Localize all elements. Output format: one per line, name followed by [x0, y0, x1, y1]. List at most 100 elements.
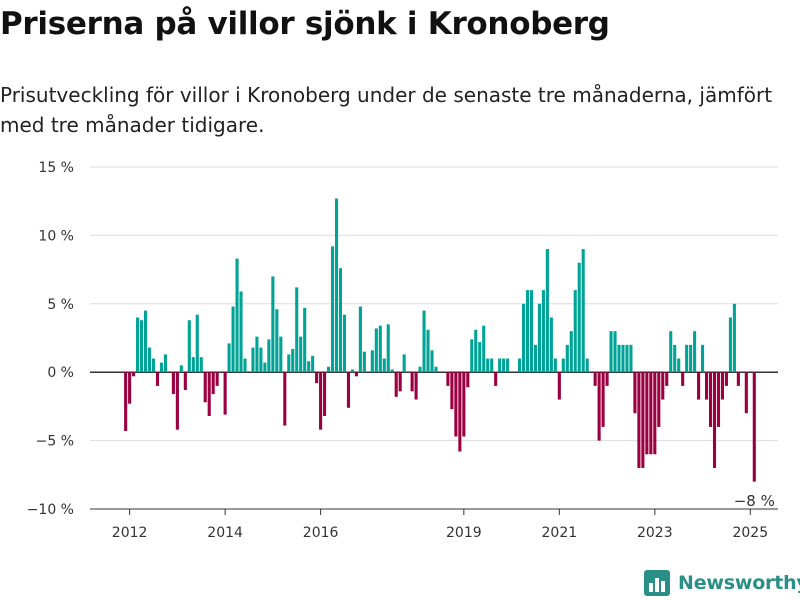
bar	[171, 372, 175, 395]
bar	[124, 372, 128, 432]
bar	[701, 344, 705, 373]
bar	[720, 372, 725, 400]
bar	[239, 291, 243, 373]
bar	[346, 372, 351, 408]
bar	[466, 372, 470, 388]
bar	[334, 198, 339, 373]
bar	[605, 372, 609, 386]
bar	[525, 290, 530, 373]
bar	[243, 358, 247, 373]
x-tick-label: 2019	[446, 525, 482, 541]
brand-logo: Newsworthy	[644, 569, 800, 597]
bar	[299, 336, 303, 373]
bar	[450, 372, 454, 410]
bar	[398, 372, 402, 392]
bar	[506, 358, 510, 373]
y-tick-label: 0 %	[47, 365, 74, 381]
bar	[633, 372, 637, 414]
bar	[474, 329, 478, 373]
bar	[434, 366, 438, 373]
bar	[645, 372, 649, 455]
bar	[338, 268, 343, 373]
bar	[585, 358, 589, 373]
bar	[704, 372, 709, 400]
bar	[263, 362, 267, 373]
bar	[223, 372, 227, 415]
bar	[342, 314, 347, 373]
y-tick-label: 5 %	[47, 297, 74, 313]
bar	[191, 357, 195, 373]
bar	[275, 309, 279, 373]
x-tick-label: 2012	[112, 525, 148, 541]
bar	[545, 249, 549, 373]
bar	[529, 290, 534, 373]
bar	[382, 358, 386, 373]
bar	[728, 317, 732, 373]
bar	[681, 372, 685, 386]
bar	[259, 347, 263, 373]
bar	[215, 372, 219, 386]
y-tick-label: −10 %	[27, 502, 74, 518]
bar	[426, 329, 430, 373]
bar	[307, 361, 311, 373]
bar	[386, 324, 390, 373]
x-tick-label: 2023	[637, 525, 673, 541]
last-value-label: −8 %	[734, 492, 775, 510]
bar	[327, 366, 331, 373]
bar	[581, 249, 585, 373]
bars	[124, 198, 756, 482]
bar	[350, 369, 354, 373]
bar	[653, 372, 657, 455]
bar	[402, 354, 406, 373]
x-tick-label: 2025	[732, 525, 768, 541]
bar	[649, 372, 653, 455]
bar	[207, 372, 211, 416]
bar	[175, 372, 179, 430]
bar	[565, 344, 569, 373]
bar	[669, 331, 673, 373]
bar	[601, 372, 605, 427]
bar	[708, 372, 713, 427]
bar	[502, 358, 506, 373]
bar	[573, 290, 577, 373]
x-axis: 2012 2014 2016 2019 2021 2023 2025	[90, 508, 778, 541]
bar	[140, 320, 144, 373]
bar	[390, 369, 394, 373]
bar	[358, 306, 362, 373]
bar	[561, 358, 565, 373]
bar	[255, 336, 259, 373]
bar	[454, 372, 458, 437]
bar	[712, 372, 717, 468]
bar	[577, 262, 581, 373]
bar	[183, 372, 187, 390]
bar	[235, 258, 239, 373]
bar	[187, 320, 191, 373]
bar	[231, 306, 235, 373]
bar	[724, 372, 728, 386]
bar	[155, 372, 160, 386]
bar	[613, 331, 617, 373]
bar	[283, 372, 287, 426]
bar	[163, 354, 167, 373]
bar	[689, 344, 693, 373]
bar	[744, 372, 748, 414]
y-tick-label: 10 %	[38, 228, 74, 244]
bar	[625, 344, 629, 373]
bar	[533, 344, 538, 373]
bar	[267, 339, 271, 373]
bar	[203, 372, 207, 403]
bar	[147, 347, 152, 373]
bar	[136, 317, 140, 373]
bar	[637, 372, 641, 468]
bar	[303, 307, 307, 373]
bar	[697, 372, 701, 400]
bar	[629, 344, 633, 373]
bar	[410, 372, 414, 392]
bar	[374, 328, 378, 373]
bar	[661, 372, 665, 400]
bar	[494, 372, 498, 386]
bar	[430, 350, 434, 373]
bar	[315, 372, 319, 384]
chart-title: Priserna på villor sjönk i Kronoberg	[0, 6, 610, 42]
bar	[418, 366, 422, 373]
